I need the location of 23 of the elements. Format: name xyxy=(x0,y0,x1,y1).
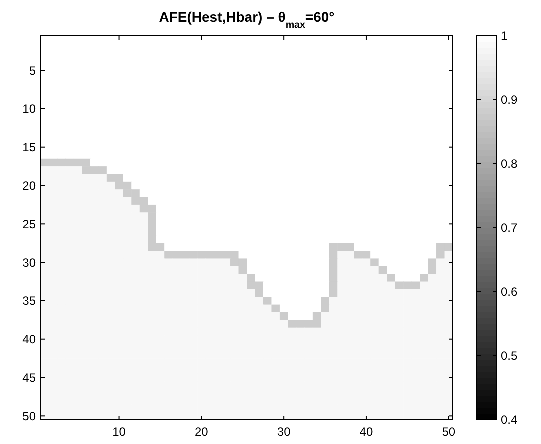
y-tick-label: 35 xyxy=(22,294,36,308)
chart-title: AFE(Hest,Hbar) – θ$_{max}$=60° xyxy=(159,9,335,30)
color-bar-label: 0.5 xyxy=(501,349,518,364)
x-tick-label: 20 xyxy=(195,425,209,439)
color-bar-label: 1 xyxy=(501,29,508,44)
y-tick-label: 45 xyxy=(22,370,36,385)
y-tick-label: 5 xyxy=(29,64,36,78)
color-bar-label: 0.8 xyxy=(501,157,518,172)
x-tick-label: 50 xyxy=(442,425,456,439)
y-tick-label: 10 xyxy=(22,102,36,116)
color-bar-label: 0.4 xyxy=(501,413,518,428)
y-tick-label: 40 xyxy=(22,332,36,347)
color-bar-label: 0.9 xyxy=(501,93,518,108)
x-tick-label: 40 xyxy=(360,425,374,439)
color-bar-label: 0.7 xyxy=(501,221,518,236)
color-bar-label: 0.6 xyxy=(501,285,518,300)
x-tick-label: 30 xyxy=(277,425,292,439)
y-tick-label: 15 xyxy=(22,140,36,155)
y-tick-label: 50 xyxy=(22,409,36,424)
x-tick-label: 10 xyxy=(112,425,126,439)
y-tick-label: 20 xyxy=(22,178,36,193)
y-tick-label: 30 xyxy=(22,256,36,270)
y-tick-label: 25 xyxy=(22,217,36,232)
